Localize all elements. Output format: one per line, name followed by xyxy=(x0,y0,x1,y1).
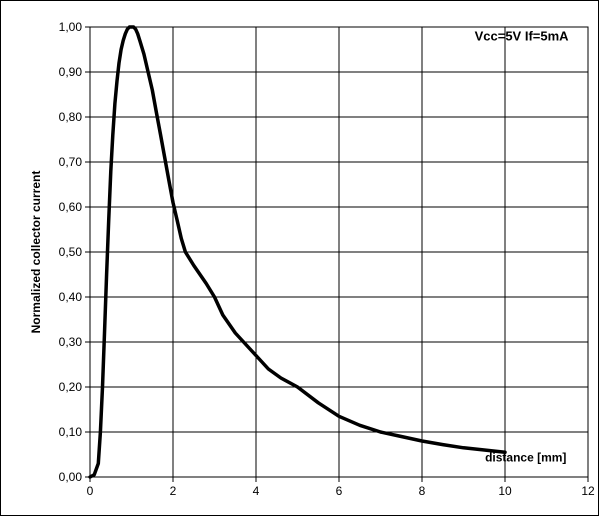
data-point xyxy=(104,332,106,334)
data-point xyxy=(89,476,91,478)
y-tick-label: 0,20 xyxy=(59,380,83,394)
data-point xyxy=(338,415,340,417)
data-point xyxy=(267,368,269,370)
series-points xyxy=(89,26,506,478)
data-point xyxy=(214,296,215,298)
data-point xyxy=(160,134,162,136)
data-point xyxy=(421,440,423,442)
y-tick-label: 0,50 xyxy=(59,245,83,259)
x-tick-label: 4 xyxy=(253,484,260,498)
data-point xyxy=(297,386,298,388)
y-axis: 0,00 0,10 0,20 0,30 0,40 0,50 0,60 0,70 0,80 0,90… xyxy=(59,20,90,484)
data-point xyxy=(131,26,132,28)
x-tick-label: 0 xyxy=(87,484,94,498)
data-point xyxy=(255,355,257,356)
data-point xyxy=(118,62,120,64)
data-point xyxy=(359,424,361,426)
data-point xyxy=(463,447,464,449)
data-point xyxy=(93,474,95,476)
data-point xyxy=(97,463,99,464)
data-point xyxy=(176,220,178,221)
data-point xyxy=(137,33,139,35)
y-tick-label: 0,90 xyxy=(59,65,83,79)
y-axis-label: Normalized collector current xyxy=(29,171,43,334)
y-tick-label: 0,40 xyxy=(59,290,83,304)
data-point xyxy=(205,283,207,284)
data-point xyxy=(172,202,174,203)
data-point xyxy=(110,170,112,172)
data-point xyxy=(504,451,506,453)
x-axis: 0 2 4 6 8 10 12 xyxy=(87,477,595,498)
data-point xyxy=(106,274,108,275)
x-tick-label: 6 xyxy=(336,484,343,498)
data-point xyxy=(247,346,249,347)
data-point xyxy=(483,449,485,451)
data-point xyxy=(133,26,135,28)
data-point xyxy=(168,179,170,181)
data-point xyxy=(400,436,402,437)
y-tick-label: 1,00 xyxy=(59,20,83,34)
y-tick-label: 0,60 xyxy=(59,200,83,214)
data-point xyxy=(280,377,282,379)
data-point xyxy=(124,33,126,35)
data-point xyxy=(222,314,224,316)
x-tick-label: 2 xyxy=(170,484,177,498)
data-point xyxy=(99,431,101,433)
data-point xyxy=(122,40,124,41)
data-point xyxy=(234,332,236,334)
y-tick-label: 0,70 xyxy=(59,155,83,169)
data-point xyxy=(128,26,130,28)
data-point xyxy=(317,402,319,404)
data-point xyxy=(147,71,149,73)
x-axis-label: distance [mm] xyxy=(485,450,566,464)
data-point xyxy=(135,28,137,30)
series-line xyxy=(88,25,507,479)
data-point xyxy=(101,386,103,388)
data-point xyxy=(164,157,166,158)
y-tick-label: 0,00 xyxy=(59,470,83,484)
y-tick-label: 0,30 xyxy=(59,335,83,349)
data-point xyxy=(143,53,145,55)
data-point xyxy=(184,251,186,253)
data-point xyxy=(155,112,157,113)
data-point xyxy=(112,134,114,136)
data-point xyxy=(114,103,116,104)
data-point xyxy=(380,431,381,433)
y-tick-label: 0,80 xyxy=(59,110,83,124)
data-point xyxy=(442,444,444,446)
data-point xyxy=(126,28,128,30)
data-point xyxy=(108,220,110,221)
data-point xyxy=(193,265,195,266)
data-point xyxy=(120,49,122,50)
data-point xyxy=(116,80,118,82)
annotation-conditions: Vcc=5V If=5mA xyxy=(475,29,570,44)
data-point xyxy=(139,40,141,41)
data-point xyxy=(151,89,153,91)
x-tick-label: 8 xyxy=(419,484,426,498)
data-point xyxy=(180,238,182,239)
y-tick-label: 0,10 xyxy=(59,425,83,439)
x-tick-label: 12 xyxy=(581,484,595,498)
x-tick-label: 10 xyxy=(498,484,512,498)
